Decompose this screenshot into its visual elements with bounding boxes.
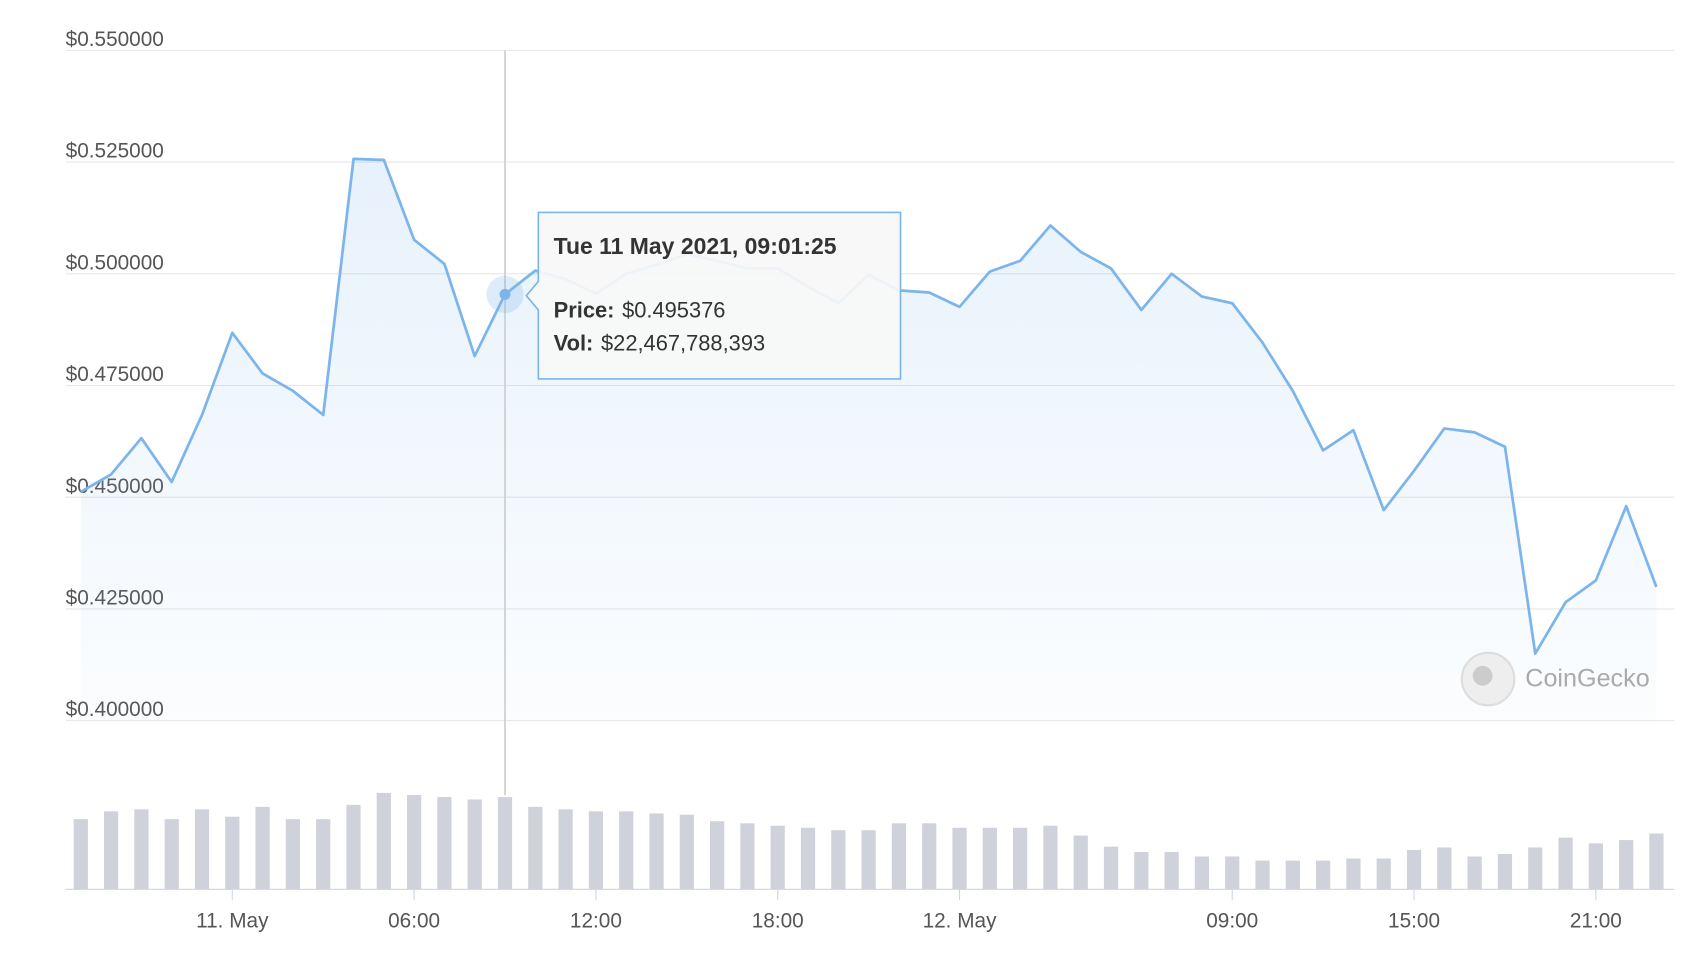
volume-bar xyxy=(467,799,482,890)
volume-bar xyxy=(588,811,604,890)
price-area xyxy=(80,158,1657,721)
x-tick-label: 06:00 xyxy=(388,910,440,933)
volume-bar xyxy=(1073,835,1088,890)
volume-bar xyxy=(800,827,816,890)
x-tick-label: 12. May xyxy=(923,910,997,933)
x-tick-label: 18:00 xyxy=(752,910,804,933)
volume-bar xyxy=(1376,858,1391,890)
volume-bar xyxy=(1255,860,1270,890)
x-tick-label: 11. May xyxy=(196,910,269,933)
tooltip-label: Vol: xyxy=(554,330,594,355)
volume-bar xyxy=(528,806,543,890)
volume-bar xyxy=(103,811,119,890)
volume-bar xyxy=(1225,856,1240,890)
volume-bar xyxy=(1194,856,1210,890)
volume-bar xyxy=(558,809,573,890)
volume-bar xyxy=(406,794,422,890)
watermark-text: CoinGecko xyxy=(1525,665,1649,693)
x-tick-label: 15:00 xyxy=(1388,910,1440,933)
volume-bar xyxy=(255,806,270,890)
tooltip: Tue 11 May 2021, 09:01:25 Price: $0.495376… xyxy=(525,211,902,380)
volume-bar xyxy=(1043,825,1058,890)
volume-bar xyxy=(952,827,967,890)
volume-bar xyxy=(1134,851,1149,890)
volume-bar xyxy=(316,819,331,890)
volume-bar xyxy=(1316,860,1331,890)
volume-bar xyxy=(1285,860,1300,890)
tooltip-value: $22,467,788,393 xyxy=(601,330,765,355)
tooltip-label: Price: xyxy=(554,298,615,323)
hover-point xyxy=(499,288,511,300)
volume-bar xyxy=(1649,833,1664,890)
volume-bar xyxy=(891,823,907,890)
y-tick-label: $0.525000 xyxy=(66,140,164,163)
volume-bar xyxy=(770,825,785,890)
volume-bar xyxy=(982,827,997,890)
volume-bar xyxy=(1346,858,1361,890)
volume-bar xyxy=(619,811,634,890)
volume-bar xyxy=(861,830,876,890)
x-tick-label: 12:00 xyxy=(570,910,622,933)
volume-bar xyxy=(1588,843,1603,890)
volume-bar xyxy=(649,813,664,890)
volume-bar xyxy=(225,816,240,890)
tooltip-value: $0.495376 xyxy=(622,298,725,323)
volume-bar xyxy=(1013,827,1028,890)
volume-bar xyxy=(740,823,755,890)
volume-bar xyxy=(1497,854,1513,890)
y-tick-label: $0.550000 xyxy=(66,28,164,51)
x-tick-label: 21:00 xyxy=(1570,910,1622,933)
volume-bar xyxy=(346,804,361,890)
watermark: CoinGecko xyxy=(1460,651,1650,707)
volume-bar xyxy=(194,809,210,890)
volume-bar xyxy=(1406,849,1422,890)
volume-bar xyxy=(376,792,391,890)
volume-bar xyxy=(285,819,301,890)
volume-bar xyxy=(497,797,513,890)
volume-bar xyxy=(710,821,725,890)
volume-bar xyxy=(1558,837,1573,890)
volume-bar xyxy=(1528,847,1543,890)
tooltip-box xyxy=(525,211,902,380)
volume-bar xyxy=(922,823,937,890)
y-tick-label: $0.475000 xyxy=(66,363,164,386)
volume-bar xyxy=(831,830,846,890)
volume-bar xyxy=(679,814,694,890)
x-tick-label: 09:00 xyxy=(1206,910,1258,933)
volume-bar xyxy=(1103,846,1119,890)
volume-bar xyxy=(1467,856,1482,890)
volume-bar xyxy=(1437,847,1452,890)
volume-bar xyxy=(134,809,149,890)
volume-bar xyxy=(164,819,179,890)
volume-bar xyxy=(437,797,452,890)
volume-bar xyxy=(1164,851,1179,890)
volume-bar xyxy=(1619,840,1634,890)
tooltip-title: Tue 11 May 2021, 09:01:25 xyxy=(554,233,837,259)
volume-bar xyxy=(73,819,88,890)
y-tick-label: $0.500000 xyxy=(66,251,164,274)
